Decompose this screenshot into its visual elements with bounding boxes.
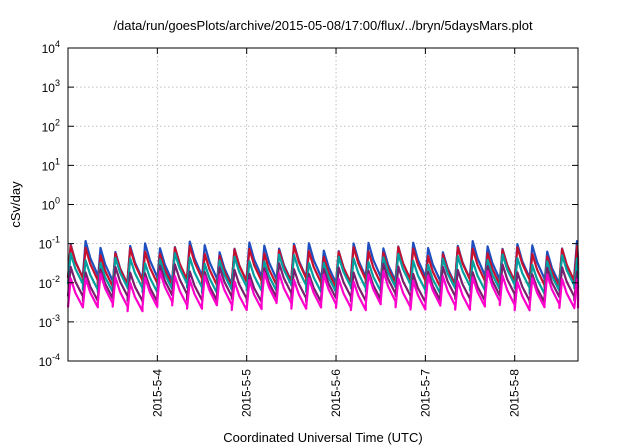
x-tick-label: 2015-5-8 — [508, 369, 522, 417]
x-tick-label: 2015-5-4 — [150, 369, 164, 417]
y-tick-label: 10-4 — [39, 352, 60, 369]
y-tick-label: 101 — [42, 156, 60, 173]
y-tick-label: 103 — [42, 78, 60, 95]
y-tick-label: 100 — [42, 196, 60, 213]
x-axis-label: Coordinated Universal Time (UTC) — [223, 430, 422, 445]
y-tick-label: 10-1 — [39, 235, 60, 252]
y-tick-label: 102 — [42, 117, 60, 134]
y-tick-label: 10-3 — [39, 313, 60, 330]
chart-title: /data/run/goesPlots/archive/2015-05-08/1… — [113, 18, 533, 33]
data-series-line — [66, 270, 580, 313]
y-tick-label: 10-2 — [39, 274, 60, 291]
x-tick-label: 2015-5-6 — [329, 369, 343, 417]
y-axis-label: cSv/day — [8, 181, 23, 228]
x-tick-label: 2015-5-7 — [418, 369, 432, 417]
y-tick-label: 104 — [42, 39, 60, 56]
x-tick-label: 2015-5-5 — [240, 369, 254, 417]
